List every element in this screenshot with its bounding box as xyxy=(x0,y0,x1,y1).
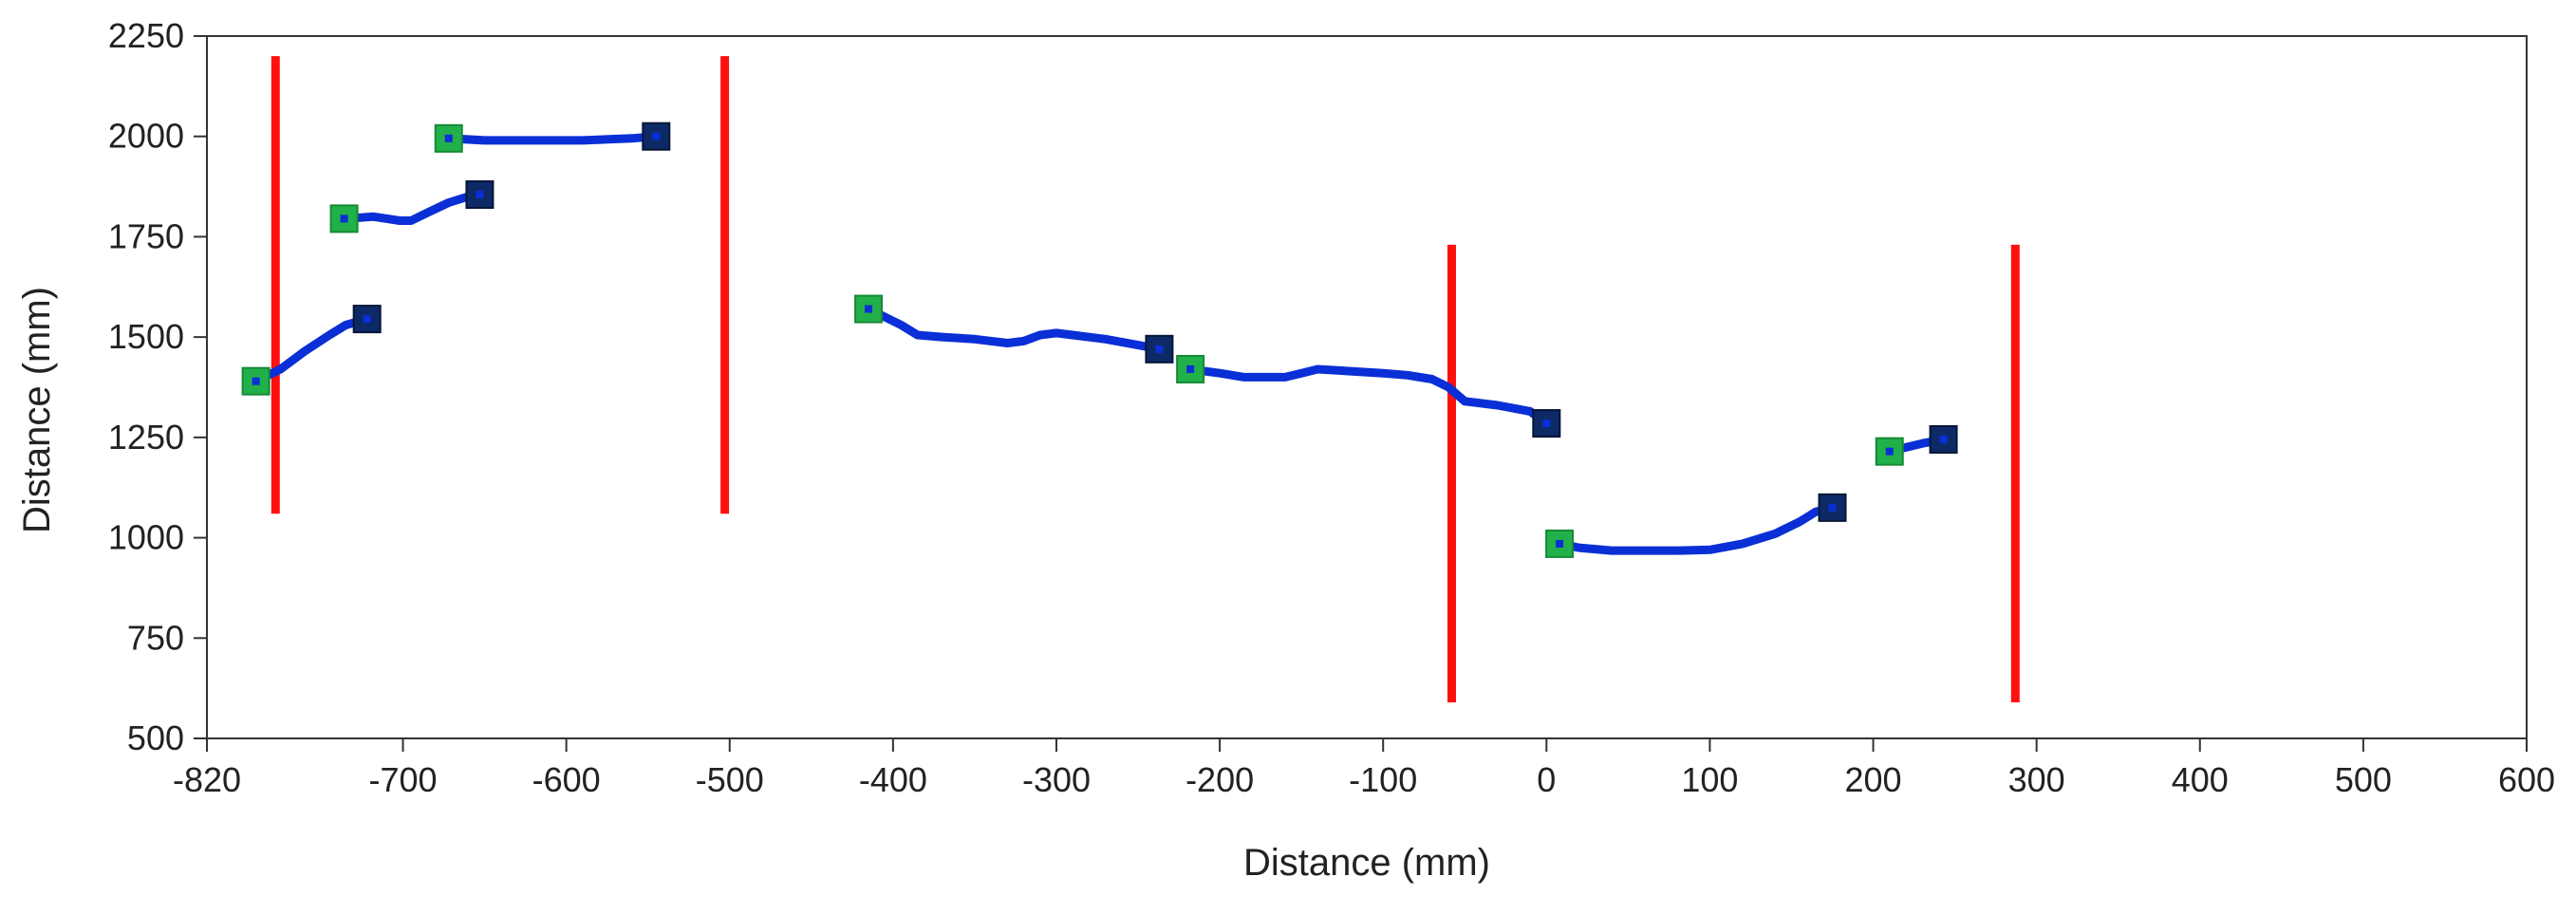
series-7-start-marker xyxy=(1875,437,1904,466)
x-tick-label: 0 xyxy=(1537,760,1556,799)
series-7-start-marker-core xyxy=(1885,447,1894,456)
x-tick-label: 400 xyxy=(2172,760,2229,799)
x-tick-label: -100 xyxy=(1349,760,1417,799)
series-4-end-marker-core xyxy=(1155,345,1164,353)
series-6-end-marker-core xyxy=(1828,503,1837,512)
series-7-end-marker-core xyxy=(1939,435,1948,443)
y-tick-label: 1500 xyxy=(108,317,184,356)
series-line-3 xyxy=(444,132,661,145)
y-tick-label: 1000 xyxy=(108,518,184,557)
series-line-2 xyxy=(340,190,484,225)
series-5-start-marker-core xyxy=(1186,364,1195,373)
x-tick-label: 500 xyxy=(2335,760,2392,799)
x-tick-label: 100 xyxy=(1681,760,1738,799)
series-line-4 xyxy=(864,305,1164,354)
series-line-6 xyxy=(1555,503,1837,555)
x-tick-label: -700 xyxy=(369,760,438,799)
y-tick-label: 2000 xyxy=(108,117,184,156)
series-line-1 xyxy=(252,314,372,386)
series-4-start-marker-core xyxy=(865,305,873,313)
series-2-start-marker-core xyxy=(340,215,348,223)
series-5-end-marker-core xyxy=(1542,420,1551,428)
series-6-start-marker-core xyxy=(1556,539,1564,548)
series-3-end-marker-core xyxy=(652,132,661,140)
plot-area xyxy=(206,35,2528,739)
x-tick-label: 200 xyxy=(1845,760,1902,799)
y-tick-label: 750 xyxy=(127,618,184,657)
x-tick-label: 300 xyxy=(2008,760,2065,799)
series-1-start-marker-core xyxy=(252,377,260,385)
x-axis-title: Distance (mm) xyxy=(1243,842,1490,884)
series-2-end-marker-core xyxy=(476,191,484,199)
series-1-end-marker-core xyxy=(363,315,371,324)
x-tick-label: -400 xyxy=(859,760,927,799)
y-tick-label: 2250 xyxy=(108,16,184,55)
x-tick-label: 600 xyxy=(2498,760,2555,799)
series-3-start-marker-core xyxy=(444,134,453,142)
y-tick-label: 500 xyxy=(127,718,184,757)
series-line-5 xyxy=(1185,364,1551,428)
y-axis-title: Distance (mm) xyxy=(16,287,58,533)
x-tick-label: -200 xyxy=(1185,760,1254,799)
x-tick-label: -500 xyxy=(696,760,764,799)
x-tick-label: -820 xyxy=(173,760,241,799)
x-tick-label: -600 xyxy=(532,760,601,799)
x-tick-label: -300 xyxy=(1022,760,1091,799)
y-tick-label: 1750 xyxy=(108,216,184,255)
y-tick-label: 1250 xyxy=(108,418,184,457)
